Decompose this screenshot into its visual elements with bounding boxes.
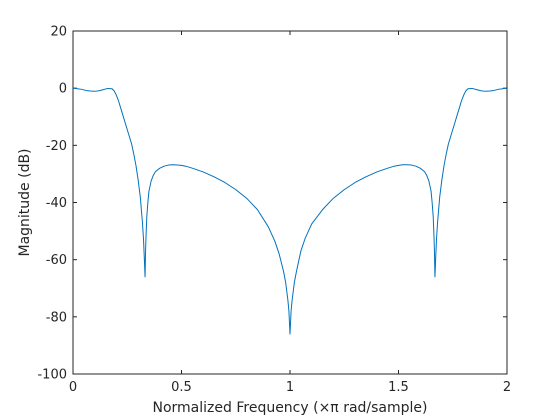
y-tick-label: -40 [46, 196, 67, 211]
x-axis-label: Normalized Frequency (×π rad/sample) [153, 400, 428, 416]
y-tick-label: -20 [46, 139, 67, 154]
y-tick-label: -100 [37, 368, 67, 383]
y-tick-label: 0 [59, 82, 67, 97]
y-tick-label: -60 [46, 253, 67, 268]
y-tick-label: 20 [50, 25, 67, 40]
y-axis: 20 0 -20 -40 -60 -80 -100 [37, 25, 507, 383]
x-tick-label: 0.5 [171, 380, 192, 395]
x-tick-label: 1 [286, 380, 294, 395]
axes-box [72, 30, 508, 375]
y-axis-label: Magnitude (dB) [17, 148, 33, 256]
series-line [72, 87, 508, 335]
x-tick-label: 0 [69, 380, 77, 395]
y-tick-label: -80 [46, 310, 67, 325]
x-tick-label: 1.5 [388, 380, 409, 395]
x-tick-label: 2 [503, 380, 511, 395]
